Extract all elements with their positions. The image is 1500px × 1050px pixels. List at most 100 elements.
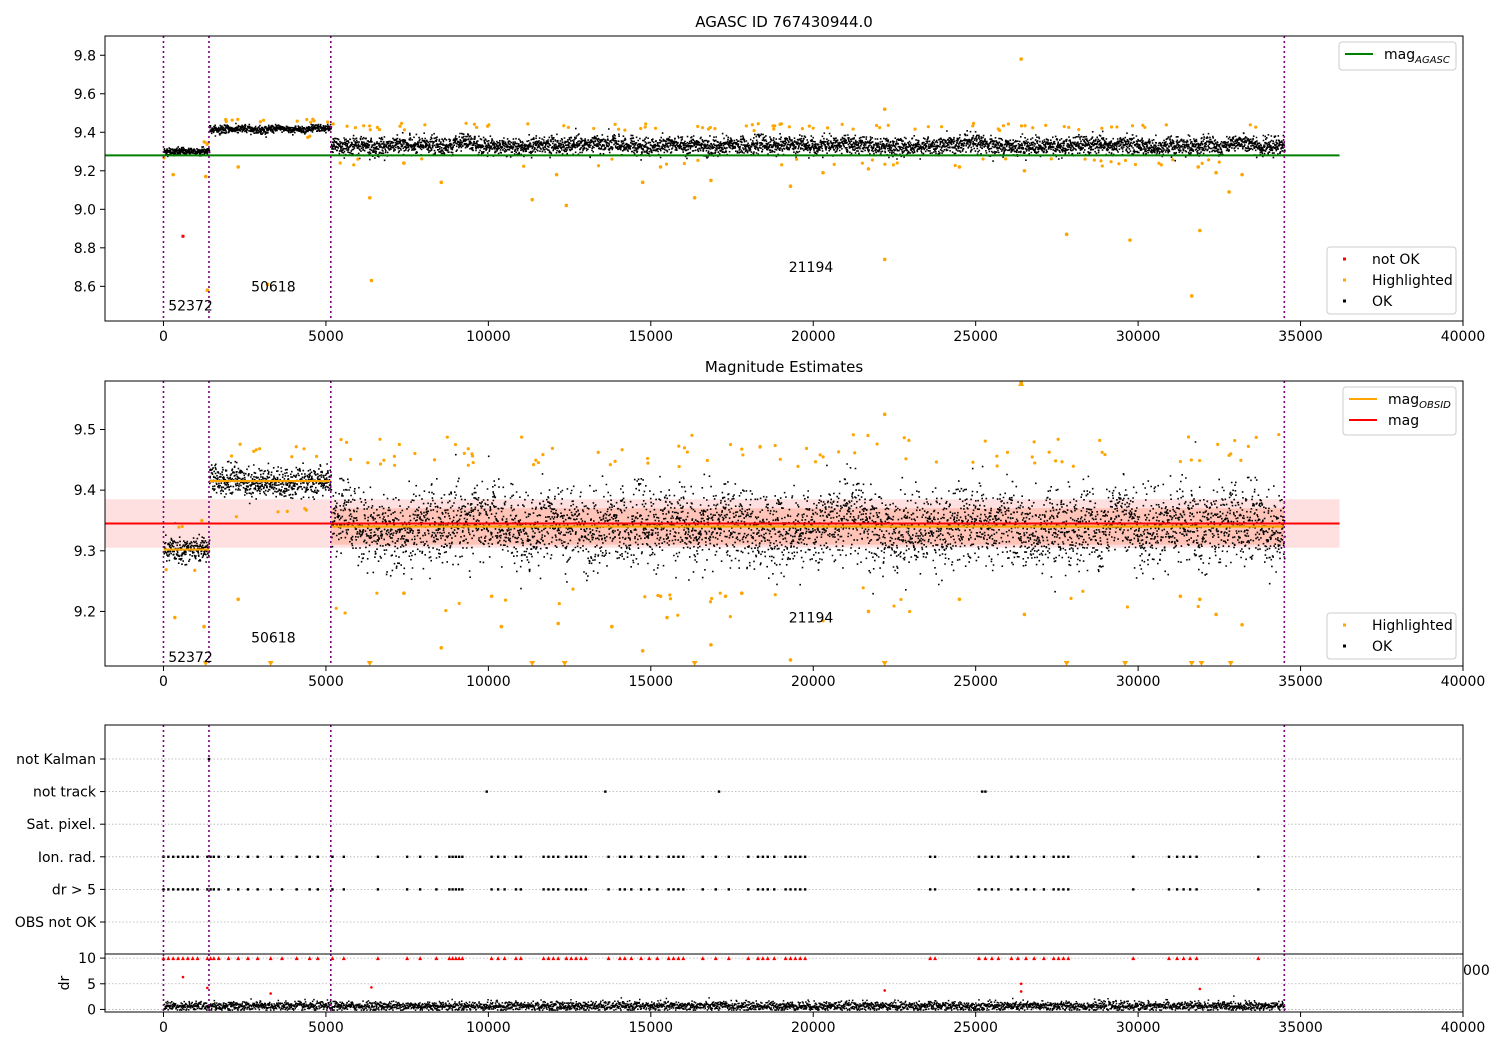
flag-point — [756, 888, 760, 891]
flag-point — [256, 855, 259, 858]
x-tick-label: 40000 — [1441, 674, 1486, 690]
highlighted-point — [696, 158, 700, 162]
highlighted-point — [700, 126, 705, 130]
flag-point — [227, 855, 230, 858]
highlighted-point — [423, 123, 427, 127]
panel2-x-ticks: 0 5000 10000 15000 20000 25000 30000 35000 40000 — [159, 666, 1485, 690]
dr-capped-outlier — [574, 956, 579, 961]
flag-point — [766, 855, 769, 858]
clipped-low-marker — [267, 661, 274, 666]
highlighted-point — [780, 163, 784, 167]
highlighted-point — [643, 125, 647, 129]
dr-capped-outlier — [268, 956, 273, 961]
highlighted-point — [1159, 163, 1163, 167]
panel3-y-ticks: not Kalman not track Sat. pixel. Ion. rad. d… — [15, 752, 105, 931]
highlighted-point — [592, 126, 596, 131]
highlighted-point — [953, 163, 957, 168]
dr-capped-outlier — [211, 956, 216, 961]
flag-point — [714, 888, 717, 891]
dr-capped-outlier — [255, 956, 260, 961]
highlighted-point — [550, 446, 555, 450]
flag-point — [212, 888, 216, 891]
dr-capped-outlier — [578, 956, 583, 961]
flag-point — [1057, 888, 1060, 891]
flag-point — [256, 888, 259, 891]
highlighted-point — [203, 140, 207, 144]
highlighted-point — [453, 442, 458, 447]
highlighted-point — [541, 452, 545, 457]
highlighted-point — [821, 618, 825, 623]
flag-point — [984, 855, 987, 858]
highlighted-point — [252, 449, 256, 453]
flag-point — [682, 888, 685, 891]
flag-point — [727, 855, 730, 858]
flag-point — [727, 888, 730, 891]
flag-point — [677, 888, 680, 891]
highlighted-point — [939, 125, 944, 129]
highlighted-point — [1164, 123, 1168, 127]
highlighted-point — [314, 454, 319, 458]
highlighted-point — [773, 124, 777, 128]
flag-point — [682, 855, 685, 858]
highlighted-point — [229, 454, 234, 458]
flag-point — [461, 888, 464, 891]
highlighted-point — [643, 595, 647, 599]
flag-point — [789, 855, 792, 858]
panel1-ok-points — [163, 122, 1286, 162]
dr-capped-outlier — [1015, 956, 1020, 961]
dr-capped-outlier — [655, 956, 660, 961]
highlighted-point — [1198, 458, 1202, 463]
dr-capped-outlier — [551, 956, 556, 961]
highlighted-point — [981, 157, 985, 161]
highlighted-point — [796, 464, 800, 468]
obsid-label: 52372 — [168, 650, 213, 666]
highlighted-point — [1056, 437, 1060, 441]
flag-point — [269, 855, 272, 858]
highlighted-point — [866, 609, 871, 614]
dr-capped-outlier — [746, 956, 751, 961]
flag-point — [196, 888, 199, 891]
highlighted-point — [705, 458, 709, 463]
highlighted-point — [610, 157, 614, 161]
highlighted-point — [1069, 596, 1073, 600]
flag-point — [172, 855, 175, 858]
flag-point — [717, 790, 721, 793]
flag-row-label: OBS not OK — [15, 915, 97, 931]
flag-point — [217, 888, 220, 891]
dr-capped-outlier — [513, 956, 518, 961]
flag-point — [1195, 855, 1198, 858]
highlighted-point — [295, 119, 299, 123]
flag-point — [376, 855, 380, 858]
flag-row-label: not track — [33, 785, 97, 801]
x-tick-label: 20000 — [791, 1020, 836, 1036]
highlighted-point — [728, 615, 732, 619]
dr-capped-outlier — [405, 956, 410, 961]
ok-points-cloud — [163, 122, 1286, 162]
highlighted-point — [860, 161, 865, 165]
dr-capped-outlier — [713, 956, 718, 961]
highlighted-point — [1054, 459, 1058, 463]
flag-point — [667, 855, 670, 858]
flag-point — [984, 790, 987, 793]
flag-point — [376, 888, 380, 891]
highlighted-point — [613, 459, 617, 463]
panel3-flag-points — [162, 757, 1260, 891]
flag-point — [1016, 855, 1020, 858]
dr-capped-outlier — [622, 956, 627, 961]
highlighted-point — [462, 451, 466, 456]
dr-capped-outlier — [647, 956, 652, 961]
x-tick-label: 0 — [159, 1020, 168, 1036]
highlighted-point — [741, 453, 745, 457]
highlighted-point — [377, 128, 382, 132]
highlighted-point — [1060, 460, 1064, 464]
highlighted-point — [620, 448, 624, 452]
highlighted-point — [690, 433, 694, 437]
panel3-row-gridlines — [105, 758, 1463, 923]
panel1-legend-lower: not OK Highlighted OK — [1326, 246, 1457, 315]
dr-capped-outlier — [1056, 956, 1061, 961]
dr-capped-outlier — [1051, 956, 1056, 961]
highlighted-point — [362, 124, 366, 128]
highlighted-point — [750, 123, 754, 127]
